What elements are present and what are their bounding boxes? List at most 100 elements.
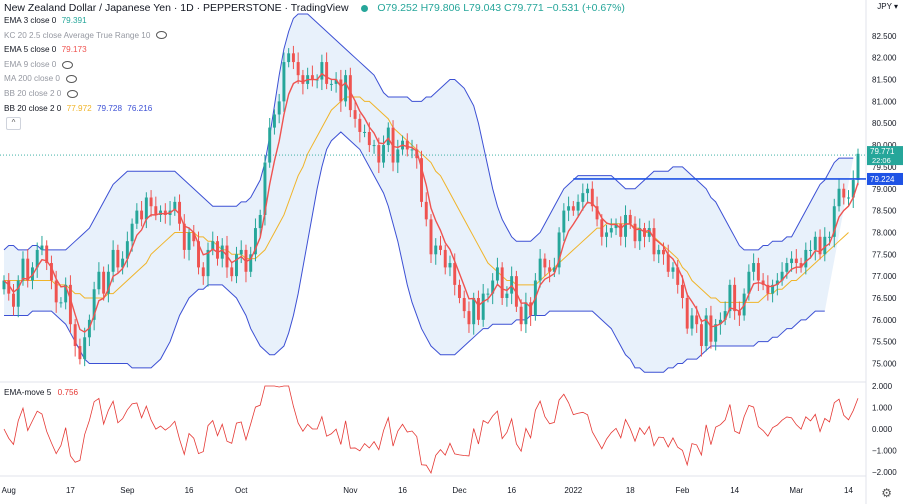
candle-body — [344, 75, 348, 102]
candle-body — [49, 263, 53, 281]
candle-body — [571, 206, 575, 211]
candle-body — [429, 219, 433, 255]
candle-body — [790, 258, 794, 264]
candle-body — [206, 249, 210, 277]
candle-body — [405, 140, 409, 150]
currency-selector[interactable]: JPY ▾ — [877, 2, 898, 11]
candle-body — [358, 118, 362, 132]
candle-body — [111, 249, 115, 272]
candle-body — [462, 297, 466, 312]
candle-body — [581, 193, 585, 202]
candle-body — [595, 206, 599, 220]
settings-gear-icon[interactable]: ⚙ — [881, 486, 892, 500]
candle-body — [543, 258, 547, 268]
legend-row[interactable]: EMA 9 close 0 — [4, 60, 74, 69]
candle-body — [415, 149, 419, 159]
candle-body — [424, 201, 428, 220]
candle-body — [443, 249, 447, 268]
y-tick-label: 79.500 — [872, 163, 897, 172]
level-line-badge — [867, 172, 903, 185]
legend-value: 79.728 — [94, 103, 123, 113]
hidden-eye-icon[interactable] — [65, 75, 77, 84]
legend-row[interactable]: BB 20 close 2 0 77.972 79.728 76.216 — [4, 104, 152, 113]
legend-label: EMA 5 close 0 — [4, 45, 57, 55]
candle-body — [671, 267, 675, 272]
candle-body — [396, 149, 400, 163]
candle-body — [491, 280, 495, 294]
candle-body — [363, 131, 367, 133]
candle-body — [367, 131, 371, 146]
x-tick-label: Dec — [452, 486, 466, 495]
candle-body — [562, 210, 566, 233]
candle-body — [372, 145, 376, 147]
candle-body — [334, 79, 338, 84]
hidden-eye-icon[interactable] — [156, 31, 168, 40]
x-tick-label: 18 — [626, 486, 635, 495]
candle-body — [211, 241, 215, 250]
x-tick-label: Mar — [789, 486, 803, 495]
legend-value: 77.972 — [64, 103, 92, 113]
oscillator-line — [3, 385, 859, 475]
ohlc-values: O79.252 H79.806 L79.043 C79.771 −0.531 (… — [377, 2, 625, 14]
candle-body — [16, 280, 20, 307]
collapse-legend-button[interactable]: ^ — [6, 117, 21, 130]
candle-body — [453, 263, 457, 285]
candle-body — [434, 245, 438, 255]
legend-label: BB 20 close 2 0 — [4, 103, 62, 113]
symbol-header: New Zealand Dollar / Japanese Yen · 1D ·… — [4, 2, 625, 14]
ema5-line — [3, 72, 859, 333]
candle-body — [809, 249, 813, 251]
candle-body — [467, 311, 471, 325]
x-tick-label: Nov — [343, 486, 357, 495]
candle-body — [529, 302, 533, 316]
x-tick-label: Feb — [676, 486, 690, 495]
x-tick-label: 16 — [398, 486, 407, 495]
candle-body — [538, 258, 542, 281]
candle-body — [116, 249, 120, 268]
candle-body — [837, 188, 841, 207]
candle-body — [737, 311, 741, 316]
candle-body — [182, 223, 186, 250]
candle-body — [377, 145, 381, 163]
candle-body — [272, 114, 276, 128]
candle-body — [476, 297, 480, 320]
candle-body — [83, 337, 87, 360]
legend-row[interactable]: BB 20 close 2 0 — [4, 89, 79, 98]
legend-row[interactable]: EMA 5 close 0 79.173 — [4, 45, 87, 54]
candle-body — [766, 284, 770, 294]
candle-body — [775, 280, 779, 285]
legend-row[interactable]: MA 200 close 0 — [4, 74, 77, 83]
candle-body — [828, 236, 832, 238]
candle-body — [282, 62, 286, 102]
candle-body — [163, 210, 167, 215]
candle-body — [714, 324, 718, 342]
bollinger-basis-line — [4, 96, 849, 303]
candle-body — [7, 280, 11, 294]
y-tick-label: 78.000 — [872, 228, 897, 237]
candle-body — [614, 223, 618, 229]
candle-body — [125, 241, 129, 259]
candle-body — [301, 75, 305, 84]
symbol-title[interactable]: New Zealand Dollar / Japanese Yen · 1D ·… — [4, 2, 349, 14]
oscillator-name[interactable]: EMA-move 5 — [4, 388, 52, 397]
candle-body — [439, 245, 442, 250]
legend-row[interactable]: EMA 3 close 0 79.391 — [4, 16, 87, 25]
candle-body — [410, 149, 414, 151]
candle-body — [386, 127, 390, 146]
candle-body — [557, 232, 561, 268]
y-tick-label: 76.500 — [872, 294, 897, 303]
y-tick-label: 76.000 — [872, 316, 897, 325]
hidden-eye-icon[interactable] — [62, 60, 74, 69]
candle-body — [54, 280, 58, 303]
candle-body — [192, 232, 196, 242]
candle-body — [804, 249, 808, 268]
candle-body — [771, 284, 775, 294]
candle-body — [64, 284, 68, 303]
hidden-eye-icon[interactable] — [67, 89, 79, 98]
legend-row[interactable]: KC 20 2.5 close Average True Range 10 — [4, 31, 168, 40]
candle-body — [144, 197, 148, 220]
candle-body — [690, 315, 694, 329]
candle-body — [187, 232, 191, 250]
candle-body — [552, 267, 556, 272]
